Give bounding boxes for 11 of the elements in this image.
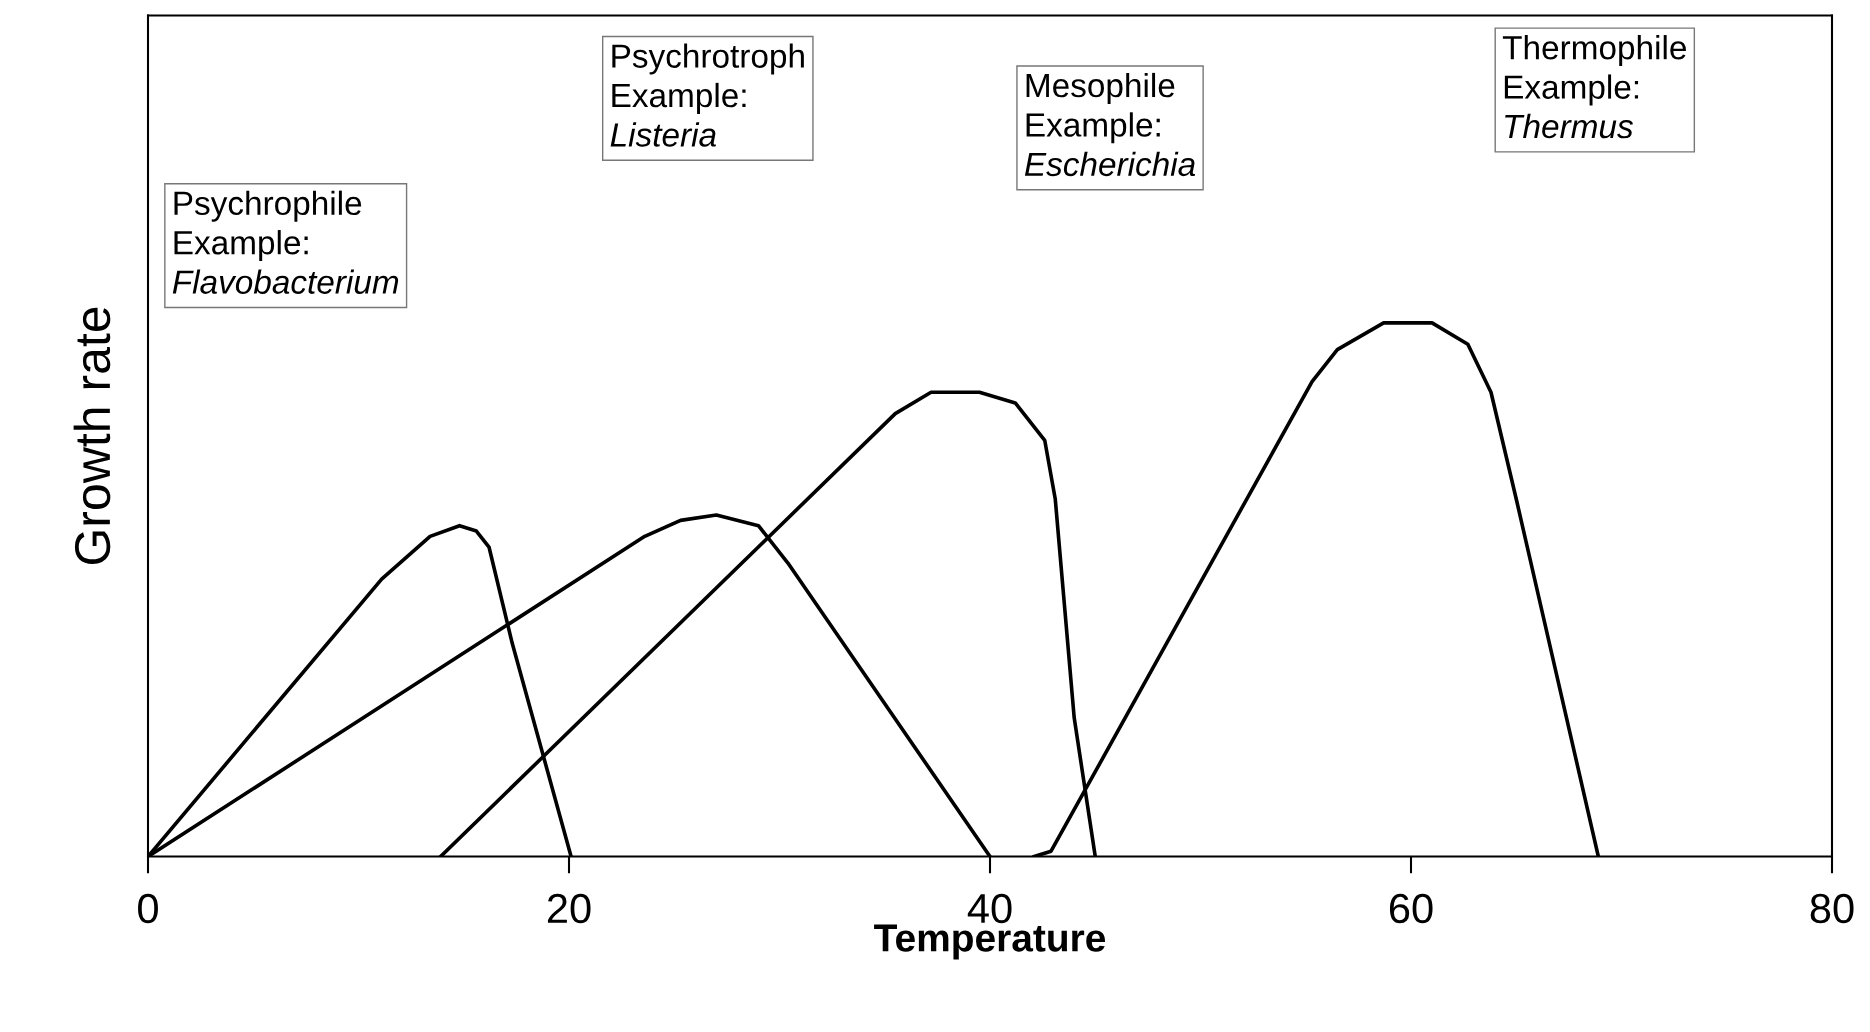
- x-tick-label: 60: [1389, 893, 1433, 924]
- x-axis-title: Temperature: [874, 924, 1106, 960]
- x-tick-label: 80: [1810, 893, 1854, 924]
- x-tick-label: 0: [138, 893, 158, 924]
- y-axis-title: Growth rate: [73, 307, 111, 565]
- x-tick-label: 20: [547, 893, 591, 924]
- x-tick-label: 40: [967, 893, 1012, 924]
- text: Psychrophile Example: Flavobacterium: [172, 190, 399, 294]
- text: Thermophile Example: Thermus: [1502, 35, 1686, 139]
- text: Psychrotroph Example: Listeria: [610, 43, 804, 147]
- text: Mesophile Example: Escherichia: [1024, 72, 1196, 177]
